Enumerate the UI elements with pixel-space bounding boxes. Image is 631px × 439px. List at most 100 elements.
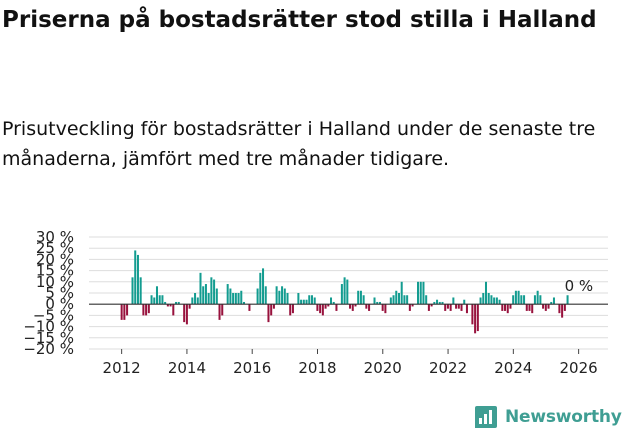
bar: [493, 297, 496, 305]
bar: [202, 286, 205, 305]
bar: [145, 304, 148, 316]
bar: [147, 304, 150, 314]
bar-chart-icon: [475, 406, 497, 428]
y-tick-label: 25 %: [36, 239, 74, 257]
bar: [324, 304, 327, 309]
y-axis-tick-labels: −20 %−15 %−10 %−5 %0 %5 %10 %15 %20 %25 …: [23, 228, 74, 358]
bar: [525, 304, 528, 311]
bar: [188, 304, 191, 309]
bar: [544, 304, 547, 311]
bar: [381, 304, 384, 311]
bar: [539, 295, 542, 305]
bar: [310, 295, 313, 305]
bar: [354, 304, 357, 307]
bar: [531, 304, 534, 314]
x-tick-label: 2024: [494, 359, 532, 377]
bar: [232, 293, 235, 305]
bar: [199, 272, 202, 305]
y-tick-label: −15 %: [23, 329, 74, 347]
bar: [289, 304, 292, 316]
x-tick-label: 2018: [298, 359, 336, 377]
price-change-bar-chart: −20 %−15 %−10 %−5 %0 %5 %10 %15 %20 %25 …: [23, 228, 608, 377]
bar: [136, 254, 139, 305]
bar: [142, 304, 145, 316]
bar: [183, 304, 186, 323]
bar: [484, 281, 488, 305]
bar: [465, 304, 468, 314]
bar: [164, 301, 167, 305]
bar: [278, 290, 281, 305]
bar: [196, 297, 199, 305]
bar: [123, 304, 126, 320]
bar: [313, 297, 316, 305]
bar: [283, 288, 286, 305]
bar: [185, 304, 188, 325]
chart-subtitle: Prisutveckling för bostadsrätter i Halla…: [2, 118, 596, 170]
bar: [384, 304, 387, 314]
bar: [169, 304, 172, 307]
bar: [300, 299, 303, 305]
bar: [262, 268, 265, 305]
bar: [349, 304, 352, 309]
bar: [514, 290, 517, 305]
x-axis-tick-labels: 2012 2014 2016 2018 2020 2022 2024 2026: [103, 349, 598, 377]
bar: [425, 295, 428, 305]
bar: [248, 304, 251, 311]
bar: [392, 295, 395, 305]
bar: [237, 293, 240, 305]
y-tick-label: 15 %: [36, 262, 74, 280]
bar: [455, 304, 458, 309]
bar: [332, 301, 335, 305]
bar: [226, 284, 229, 305]
grid-lines: [89, 236, 608, 350]
x-tick-label: 2016: [233, 359, 271, 377]
bar: [357, 290, 360, 305]
bar: [441, 301, 444, 305]
bar: [131, 277, 134, 305]
y-tick-label: 0 %: [45, 295, 74, 313]
bar: [487, 293, 490, 305]
bar: [321, 304, 324, 316]
bar: [482, 293, 485, 305]
bar: [419, 281, 422, 305]
bar: [498, 299, 501, 305]
bar: [153, 297, 156, 305]
bar: [297, 293, 300, 305]
bar: [427, 304, 430, 311]
y-tick-label: −10 %: [23, 318, 74, 336]
bar: [373, 297, 376, 305]
bar: [359, 290, 362, 305]
bar: [378, 301, 381, 305]
bar: [408, 304, 411, 311]
bar: [177, 301, 180, 305]
y-tick-label: 30 %: [36, 228, 74, 246]
bar: [346, 279, 349, 305]
bar: [126, 304, 129, 316]
bar: [275, 286, 278, 305]
y-tick-label: −5 %: [33, 306, 74, 324]
bar: [433, 301, 436, 305]
bar: [517, 290, 520, 305]
bar: [134, 250, 137, 305]
bar: [406, 295, 409, 305]
bar: [542, 304, 545, 309]
bar: [430, 304, 433, 307]
bar: [397, 293, 400, 305]
bar: [155, 286, 158, 305]
bar: [520, 295, 523, 305]
bar: [523, 295, 526, 305]
bar: [550, 301, 553, 305]
bar: [256, 288, 259, 305]
x-tick-label: 2022: [429, 359, 467, 377]
bar: [506, 304, 509, 314]
bar: [120, 304, 123, 320]
bar: [340, 284, 343, 305]
bar: [438, 301, 441, 305]
bar: [566, 295, 569, 305]
bar: [403, 295, 406, 305]
bar: [528, 304, 531, 311]
bar: [335, 304, 338, 311]
bar: [210, 277, 213, 305]
bar: [389, 297, 392, 305]
bar: [329, 297, 333, 305]
